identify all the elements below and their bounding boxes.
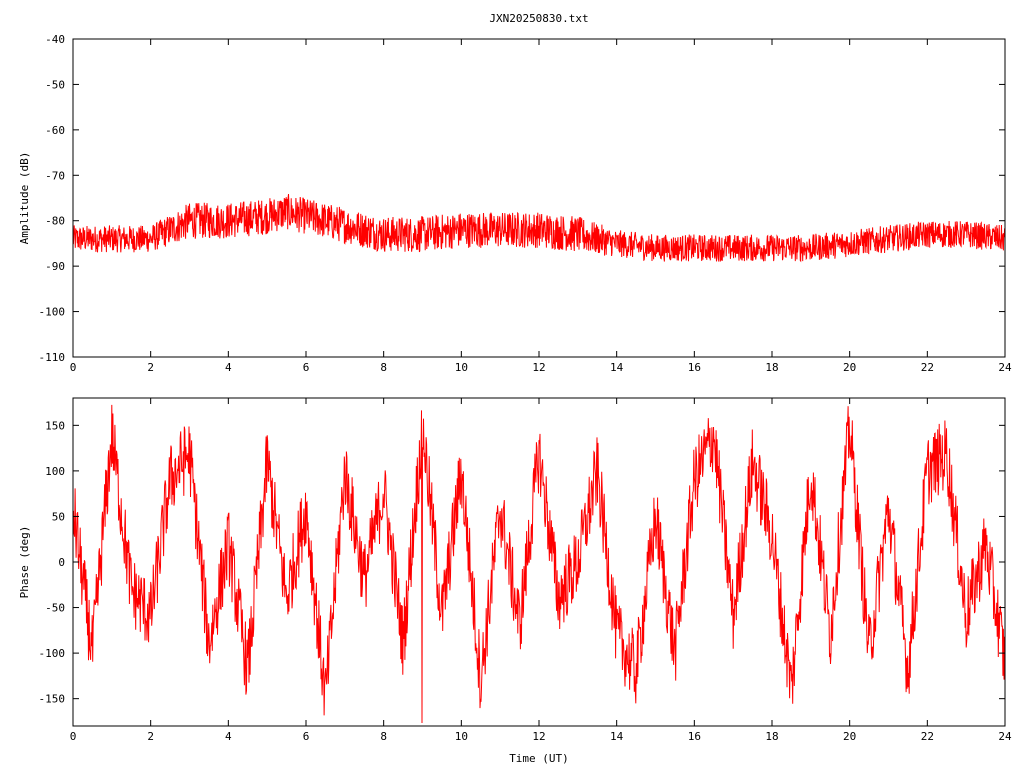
y-tick-label: -90: [45, 260, 65, 273]
y-tick-label: -50: [45, 78, 65, 91]
x-tick-label: 4: [225, 361, 232, 374]
x-tick-label: 4: [225, 730, 232, 743]
x-tick-label: 20: [843, 361, 856, 374]
x-tick-label: 0: [70, 361, 77, 374]
y-tick-label: 100: [45, 465, 65, 478]
x-tick-label: 8: [380, 361, 387, 374]
x-tick-label: 2: [147, 361, 154, 374]
y-tick-label: -110: [39, 351, 66, 364]
x-tick-label: 22: [921, 730, 934, 743]
y-tick-label: -50: [45, 602, 65, 615]
data-series-line: [73, 193, 1005, 263]
y-tick-label: 0: [58, 556, 65, 569]
x-tick-label: 22: [921, 361, 934, 374]
y-tick-label: -80: [45, 215, 65, 228]
y-tick-label: 50: [52, 510, 65, 523]
x-tick-label: 6: [303, 361, 310, 374]
chart-title: JXN20250830.txt: [489, 12, 588, 25]
panel-amplitude: 0 2 4 6 8 10 12 14 16 18 20 22 24-110-100-90-80-70-6…: [18, 33, 1012, 374]
x-tick-label: 8: [380, 730, 387, 743]
y-tick-label: -100: [39, 306, 66, 319]
x-tick-label: 2: [147, 730, 154, 743]
y-tick-label: 150: [45, 419, 65, 432]
x-tick-label: 16: [688, 730, 701, 743]
x-tick-label: 14: [610, 730, 624, 743]
y-tick-label: -60: [45, 124, 65, 137]
x-tick-label: 12: [532, 730, 545, 743]
x-tick-label: 6: [303, 730, 310, 743]
x-tick-label: 10: [455, 361, 468, 374]
x-tick-label: 0: [70, 730, 77, 743]
y-tick-label: -40: [45, 33, 65, 46]
y-tick-label: -100: [39, 647, 66, 660]
x-tick-label: 24: [998, 730, 1012, 743]
data-series-line: [73, 404, 1005, 724]
x-tick-label: 18: [765, 730, 778, 743]
plot-frame: [72, 38, 1006, 358]
y-axis-label: Amplitude (dB): [18, 152, 31, 245]
panel-phase: 0 2 4 6 8 10 12 14 16 18 20 22 24-150-100-5005010015…: [18, 397, 1012, 765]
y-tick-label: -150: [39, 693, 66, 706]
x-tick-label: 14: [610, 361, 624, 374]
y-tick-label: -70: [45, 169, 65, 182]
x-axis-label: Time (UT): [509, 752, 569, 765]
x-tick-label: 12: [532, 361, 545, 374]
x-tick-label: 18: [765, 361, 778, 374]
y-axis-label: Phase (deg): [18, 526, 31, 599]
x-tick-label: 16: [688, 361, 701, 374]
x-tick-label: 24: [998, 361, 1012, 374]
x-tick-label: 10: [455, 730, 468, 743]
x-tick-label: 20: [843, 730, 856, 743]
